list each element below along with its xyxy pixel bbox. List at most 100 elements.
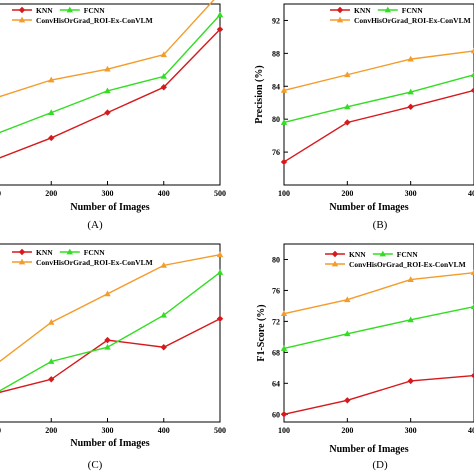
data-point [280,86,288,93]
legend-swatch-marker [18,16,26,23]
x-tick-label: 400 [158,189,170,198]
x-tick-label: 200 [45,189,57,198]
legend-label: ConvHisOrGrad_ROI-Ex-ConVLM [354,16,471,25]
legend-swatch-marker [18,6,26,14]
x-axis-title: Number of Images [70,202,149,213]
legend-swatch-marker [66,248,73,255]
data-point [160,51,167,58]
data-point [216,26,224,33]
data-point [104,336,111,344]
plot-frame [283,243,474,423]
series-line [283,306,474,350]
x-tick-label: 200 [341,189,353,198]
data-point [470,372,474,379]
x-tick-label: 300 [102,426,114,435]
chart-panel: 100 200 300 400 60 64 68 72 76 80 Number of Images… [256,243,474,471]
data-point [470,269,474,276]
y-tick-label: 64 [272,379,280,388]
y-tick-label: 68 [272,348,280,357]
x-tick-label: 500 [214,426,226,435]
chart-panel: 100 200 300 400 500 Number of Images KNN FCNNCo… [0,0,226,231]
data-point [344,119,351,126]
plot-frame [283,3,474,186]
plot-frame [0,243,221,423]
data-point [104,343,111,350]
x-tick-label: 300 [102,189,114,198]
legend-label: FCNN [84,6,105,15]
data-point [407,276,414,282]
legend-label: ConvHisOrGrad_ROI-Ex-ConVLM [36,258,153,267]
data-point [160,344,167,351]
series-line [0,318,221,393]
data-point [470,303,474,310]
plot-frame [0,3,221,186]
data-point [470,47,474,54]
x-tick-label: 400 [468,426,474,435]
data-point [344,397,351,404]
legend-label: KNN [36,248,53,257]
y-tick-label: 72 [272,317,280,326]
x-tick-label: 400 [468,189,474,198]
legend-swatch-marker [18,258,26,265]
panel-caption: (C) [88,459,103,471]
legend-label: KNN [354,6,371,15]
legend-label: ConvHisOrGrad_ROI-Ex-ConVLM [349,260,466,269]
data-point [407,377,414,385]
y-tick-label: 80 [272,115,280,124]
chart-panel: 100 200 300 400 76 80 84 88 92 Number of Images Pr… [254,3,474,231]
data-point [407,103,414,111]
x-tick-label: 400 [158,426,170,435]
x-tick-label: 500 [214,189,226,198]
data-point [160,73,167,79]
series-line [283,50,474,92]
y-tick-label: 76 [272,148,280,157]
x-tick-label: 200 [45,426,57,435]
data-point [104,109,111,116]
data-point [280,119,288,125]
legend-swatch-marker [18,248,26,256]
y-tick-label: 76 [272,286,280,295]
data-point [216,269,224,275]
data-point [280,310,288,317]
x-tick-label: 100 [278,426,290,435]
data-point [216,11,224,18]
data-point [160,261,167,268]
legend-label: FCNN [84,248,105,257]
panel-caption: (A) [87,219,103,231]
data-point [344,103,351,110]
data-point [407,316,414,323]
data-point [407,55,414,62]
x-axis-title: Number of Images [329,202,408,213]
x-axis-title: Number of Images [329,444,408,455]
data-point [48,376,55,383]
data-point [48,134,55,142]
legend-swatch-marker [384,6,391,13]
series-line [283,74,474,124]
data-point [280,158,288,166]
legend-label: FCNN [397,250,418,259]
data-point [344,71,351,78]
legend-swatch-marker [379,250,386,257]
data-point [104,87,111,94]
data-point [104,65,111,72]
data-point [160,84,167,91]
data-point [470,87,474,94]
series-line [0,0,215,98]
data-point [344,330,351,337]
data-point [344,296,351,303]
y-axis-title: F1-Score (%) [256,304,267,361]
y-axis-title: Precision (%) [254,65,265,123]
y-tick-label: 84 [272,82,280,91]
x-tick-label: 200 [341,426,353,435]
panel-caption: (D) [372,459,388,471]
legend-label: ConvHisOrGrad_ROI-Ex-ConVLM [36,16,153,25]
series-line [0,14,221,134]
series-line [0,28,221,159]
y-tick-label: 88 [272,49,280,58]
series-line [283,271,474,315]
legend-swatch-marker [336,6,344,14]
